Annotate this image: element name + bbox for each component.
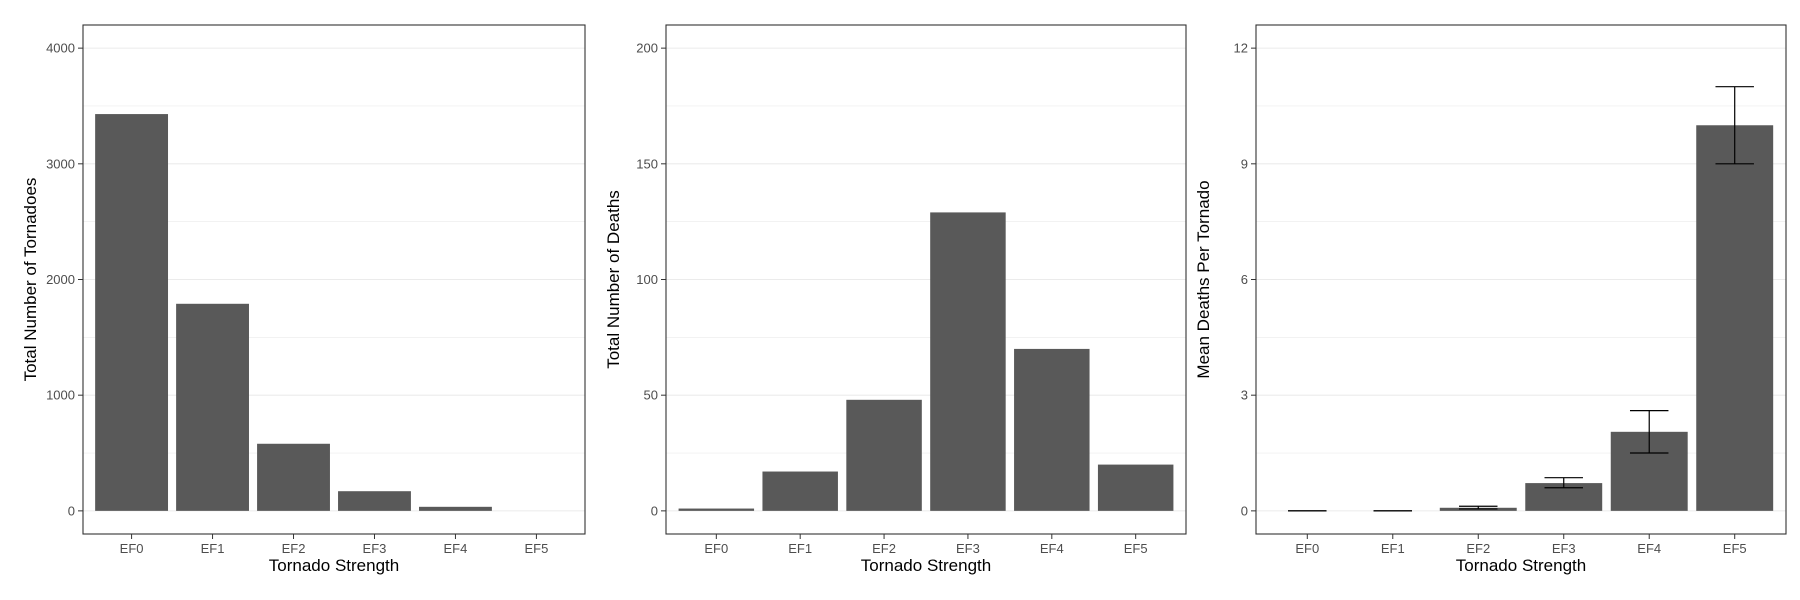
error-bar-ef5 [1715,86,1754,165]
y-tick-label: 0 [651,503,658,518]
x-tick-label: EF4 [1637,541,1661,556]
chart-panel-1: 0 1000 2000 3000 4000 EF0 EF1 EF2 EF3 EF4 EF5 Torna… [21,24,586,575]
chart-panel-2: 0 50 100 150 200 EF0 EF1 EF2 EF3 EF4 EF5 Tornado St… [604,24,1187,575]
y-tick-label: 3000 [46,156,75,171]
x-tick-label: EF0 [120,541,144,556]
bar-ef3 [930,212,1006,511]
bar-ef4 [419,506,492,511]
y-tick-label: 6 [1241,272,1248,287]
y-tick-label: 3 [1241,388,1248,403]
bar-ef1 [176,303,249,511]
x-axis-title: Tornado Strength [269,556,399,575]
chart-panel-3: 0 3 6 9 12 EF0 EF1 EF2 EF3 EF4 EF5 Tornado Strength… [1194,24,1787,575]
x-tick-label: EF5 [1124,541,1148,556]
x-tick-label: EF1 [1381,541,1405,556]
y-tick-label: 50 [644,388,658,403]
x-axis-title: Tornado Strength [861,556,991,575]
x-tick-label: EF3 [1552,541,1576,556]
y-axis-title: Mean Deaths Per Tornado [1194,180,1213,378]
x-tick-label: EF4 [1040,541,1064,556]
y-axis-title: Total Number of Tornadoes [21,178,40,382]
x-tick-label: EF2 [282,541,306,556]
error-bar-ef4 [1629,410,1669,454]
x-tick-label: EF0 [704,541,728,556]
bar-ef4 [1014,348,1090,511]
bar-ef5 [1097,464,1174,511]
x-tick-label: EF2 [1466,541,1490,556]
error-bar-ef2 [1459,505,1498,510]
bar-ef2 [257,443,330,511]
bar-ef3 [338,491,411,511]
y-tick-label: 0 [68,503,75,518]
y-tick-label: 200 [636,41,658,56]
y-tick-label: 0 [1241,503,1248,518]
y-tick-label: 4000 [46,41,75,56]
y-tick-label: 2000 [46,272,75,287]
bar-ef2 [846,399,922,511]
x-axis-title: Tornado Strength [1456,556,1586,575]
y-tick-label: 1000 [46,388,75,403]
y-tick-label: 150 [636,156,658,171]
x-tick-label: EF1 [201,541,225,556]
x-tick-label: EF3 [956,541,980,556]
x-tick-label: EF5 [524,541,548,556]
x-tick-label: EF0 [1295,541,1319,556]
y-axis-title: Total Number of Deaths [604,190,623,369]
bar-ef1 [762,471,838,511]
bar-ef0 [678,508,755,511]
y-tick-label: 9 [1241,156,1248,171]
x-tick-label: EF1 [788,541,812,556]
x-tick-label: EF2 [872,541,896,556]
error-bar-ef3 [1544,477,1583,489]
bar-ef5 [1696,125,1774,511]
x-tick-label: EF3 [363,541,387,556]
y-tick-label: 100 [636,272,658,287]
y-tick-label: 12 [1234,41,1248,56]
x-tick-label: EF4 [444,541,468,556]
x-tick-label: EF5 [1723,541,1747,556]
bar-ef0 [95,114,169,511]
